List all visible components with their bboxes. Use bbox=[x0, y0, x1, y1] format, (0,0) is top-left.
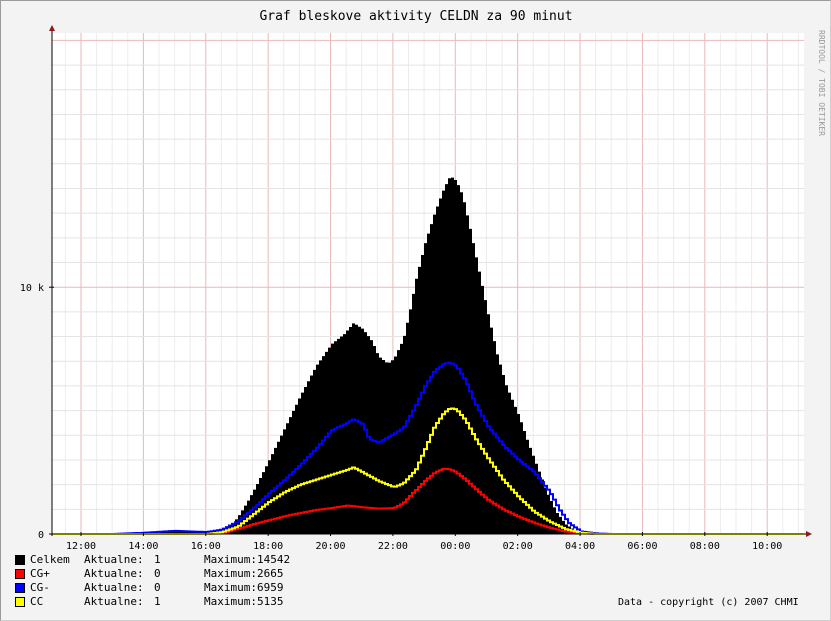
y-axis-arrow bbox=[49, 25, 55, 31]
legend: Celkem Aktualne: 1 Maximum: 14542 CG+ Aktualne… bbox=[15, 553, 290, 609]
x-tick-label: 08:00 bbox=[690, 541, 720, 552]
x-tick-label: 20:00 bbox=[315, 541, 345, 552]
legend-swatch bbox=[15, 569, 25, 579]
legend-max-label: Maximum: bbox=[204, 567, 257, 580]
legend-current-label: Aktualne: bbox=[84, 581, 144, 594]
legend-item: Celkem Aktualne: 1 Maximum: 14542 bbox=[15, 553, 290, 567]
legend-swatch bbox=[15, 555, 25, 565]
y-tick-label: 0 bbox=[38, 530, 44, 541]
legend-swatch bbox=[15, 583, 25, 593]
x-tick-label: 14:00 bbox=[128, 541, 158, 552]
legend-series-name: CG- bbox=[30, 581, 50, 594]
x-tick-label: 10:00 bbox=[752, 541, 782, 552]
x-tick-label: 16:00 bbox=[191, 541, 221, 552]
series-area-celkem bbox=[52, 177, 804, 534]
legend-max-value: 2665 bbox=[256, 567, 284, 580]
legend-max-value: 5135 bbox=[256, 595, 284, 608]
legend-item: CG- Aktualne: 0 Maximum: 6959 bbox=[15, 581, 290, 595]
legend-max-label: Maximum: bbox=[204, 595, 257, 608]
legend-series-name: CC bbox=[30, 595, 44, 608]
legend-series-name: Celkem bbox=[30, 553, 70, 566]
copyright: Data - copyright (c) 2007 CHMI bbox=[618, 597, 799, 608]
legend-swatch bbox=[15, 597, 25, 607]
legend-current-label: Aktualne: bbox=[84, 553, 144, 566]
legend-current-value: 1 bbox=[154, 595, 161, 608]
x-tick-label: 02:00 bbox=[503, 541, 533, 552]
watermark: RRDTOOL / TOBI OETIKER bbox=[817, 30, 826, 136]
x-tick-label: 22:00 bbox=[378, 541, 408, 552]
legend-current-value: 1 bbox=[154, 553, 161, 566]
x-tick-label: 12:00 bbox=[66, 541, 96, 552]
x-tick-label: 04:00 bbox=[565, 541, 595, 552]
legend-max-value: 14542 bbox=[256, 553, 291, 566]
legend-current-label: Aktualne: bbox=[84, 595, 144, 608]
legend-series-name: CG+ bbox=[30, 567, 50, 580]
legend-max-label: Maximum: bbox=[204, 581, 257, 594]
legend-current-label: Aktualne: bbox=[84, 567, 144, 580]
legend-max-label: Maximum: bbox=[204, 553, 257, 566]
x-tick-label: 18:00 bbox=[253, 541, 283, 552]
legend-current-value: 0 bbox=[154, 581, 161, 594]
x-axis-arrow bbox=[806, 531, 812, 537]
tick-labels: 12:00 14:00 16:00 18:00 20:00 22:00 00:00 02:00… bbox=[20, 283, 782, 552]
legend-max-value: 6959 bbox=[256, 581, 284, 594]
y-tick-label: 10 k bbox=[20, 283, 44, 294]
legend-current-value: 0 bbox=[154, 567, 161, 580]
legend-item: CC Aktualne: 1 Maximum: 5135 bbox=[15, 595, 290, 609]
legend-item: CG+ Aktualne: 0 Maximum: 2665 bbox=[15, 567, 290, 581]
chart-title: Graf bleskove aktivity CELDN za 90 minut bbox=[259, 9, 572, 24]
grid bbox=[52, 33, 804, 534]
x-tick-label: 00:00 bbox=[440, 541, 470, 552]
axes bbox=[49, 25, 812, 537]
x-tick-label: 06:00 bbox=[627, 541, 657, 552]
